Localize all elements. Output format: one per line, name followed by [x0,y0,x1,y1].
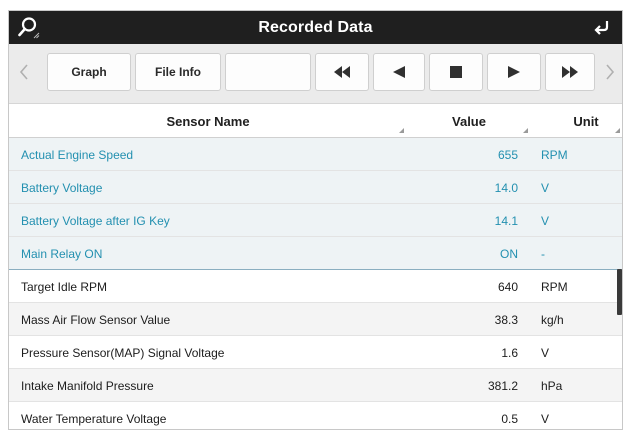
sensor-value-cell: 14.0 [494,180,518,195]
step-back-button[interactable] [373,53,425,91]
sensor-unit-cell: V [541,213,550,228]
table-row[interactable]: Battery Voltage 14.0 V [9,171,622,204]
blank-button[interactable] [225,53,311,91]
sensor-name-cell: Intake Manifold Pressure [21,378,154,393]
sensor-name-cell: Main Relay ON [21,246,103,261]
column-header-sensor-name[interactable]: Sensor Name [9,104,407,138]
sensor-name-cell: Battery Voltage [21,180,103,195]
column-header-unit[interactable]: Unit [531,104,622,138]
column-resize-handle[interactable] [399,128,404,133]
recorded-data-window: Recorded Data Graph File Info [8,10,623,430]
sensor-unit-cell: V [541,345,550,360]
sensor-value-cell: 655 [497,147,518,162]
fast-forward-button[interactable] [545,53,595,91]
rewind-icon [334,66,350,78]
column-header-value-label: Value [452,113,486,129]
column-header-unit-label: Unit [573,113,599,129]
chevron-left-icon[interactable] [15,53,33,91]
sensor-unit-cell: - [541,246,545,261]
column-header-value[interactable]: Value [409,104,529,138]
table-row[interactable]: Mass Air Flow Sensor Value 38.3 kg/h [9,303,622,336]
return-icon[interactable] [584,11,620,44]
sensor-name-cell: Actual Engine Speed [21,147,134,162]
sensor-value-cell: 14.1 [494,213,518,228]
sensor-name-cell: Water Temperature Voltage [21,411,167,426]
toolbar: Graph File Info [9,44,622,104]
fast-forward-icon [562,66,578,78]
graph-button[interactable]: Graph [47,53,131,91]
stop-icon [450,66,462,78]
table-row[interactable]: Battery Voltage after IG Key 14.1 V [9,204,622,237]
sensor-unit-cell: hPa [541,378,563,393]
column-resize-handle[interactable] [523,128,528,133]
sensor-value-cell: 0.5 [501,411,518,426]
table-row[interactable]: Intake Manifold Pressure 381.2 hPa [9,369,622,402]
sensor-value-cell: 1.6 [501,345,518,360]
sensor-table-body: Actual Engine Speed 655 RPM Battery Volt… [9,138,622,429]
rewind-button[interactable] [315,53,369,91]
sensor-unit-cell: kg/h [541,312,564,327]
sensor-value-cell: 381.2 [487,378,518,393]
sensor-unit-cell: V [541,411,550,426]
sensor-name-cell: Pressure Sensor(MAP) Signal Voltage [21,345,225,360]
sensor-value-cell: 38.3 [494,312,518,327]
file-info-button[interactable]: File Info [135,53,221,91]
table-row[interactable]: Water Temperature Voltage 0.5 V [9,402,622,429]
play-button[interactable] [487,53,541,91]
sensor-unit-cell: V [541,180,550,195]
table-row[interactable]: Actual Engine Speed 655 RPM [9,138,622,171]
chevron-right-icon[interactable] [601,53,619,91]
graph-button-label: Graph [71,65,107,79]
page-title: Recorded Data [258,18,373,36]
sensor-unit-cell: RPM [541,279,568,294]
table-header: Sensor Name Value Unit [9,104,622,138]
step-back-icon [393,66,405,78]
title-bar: Recorded Data [9,11,622,44]
sensor-value-cell: 640 [497,279,518,294]
stop-button[interactable] [429,53,483,91]
table-row[interactable]: Target Idle RPM 640 RPM [9,270,622,303]
sensor-unit-cell: RPM [541,147,568,162]
sensor-value-cell: ON [500,246,518,261]
column-header-sensor-name-label: Sensor Name [166,113,250,129]
table-row[interactable]: Pressure Sensor(MAP) Signal Voltage 1.6 … [9,336,622,369]
column-resize-handle[interactable] [615,128,620,133]
scrollbar-thumb[interactable] [617,269,622,315]
sensor-name-cell: Battery Voltage after IG Key [21,213,170,228]
sensor-name-cell: Target Idle RPM [21,279,108,294]
file-info-button-label: File Info [155,65,201,79]
table-row[interactable]: Main Relay ON ON - [9,237,622,270]
play-icon [508,66,520,78]
search-icon[interactable] [11,11,47,44]
sensor-name-cell: Mass Air Flow Sensor Value [21,312,171,327]
